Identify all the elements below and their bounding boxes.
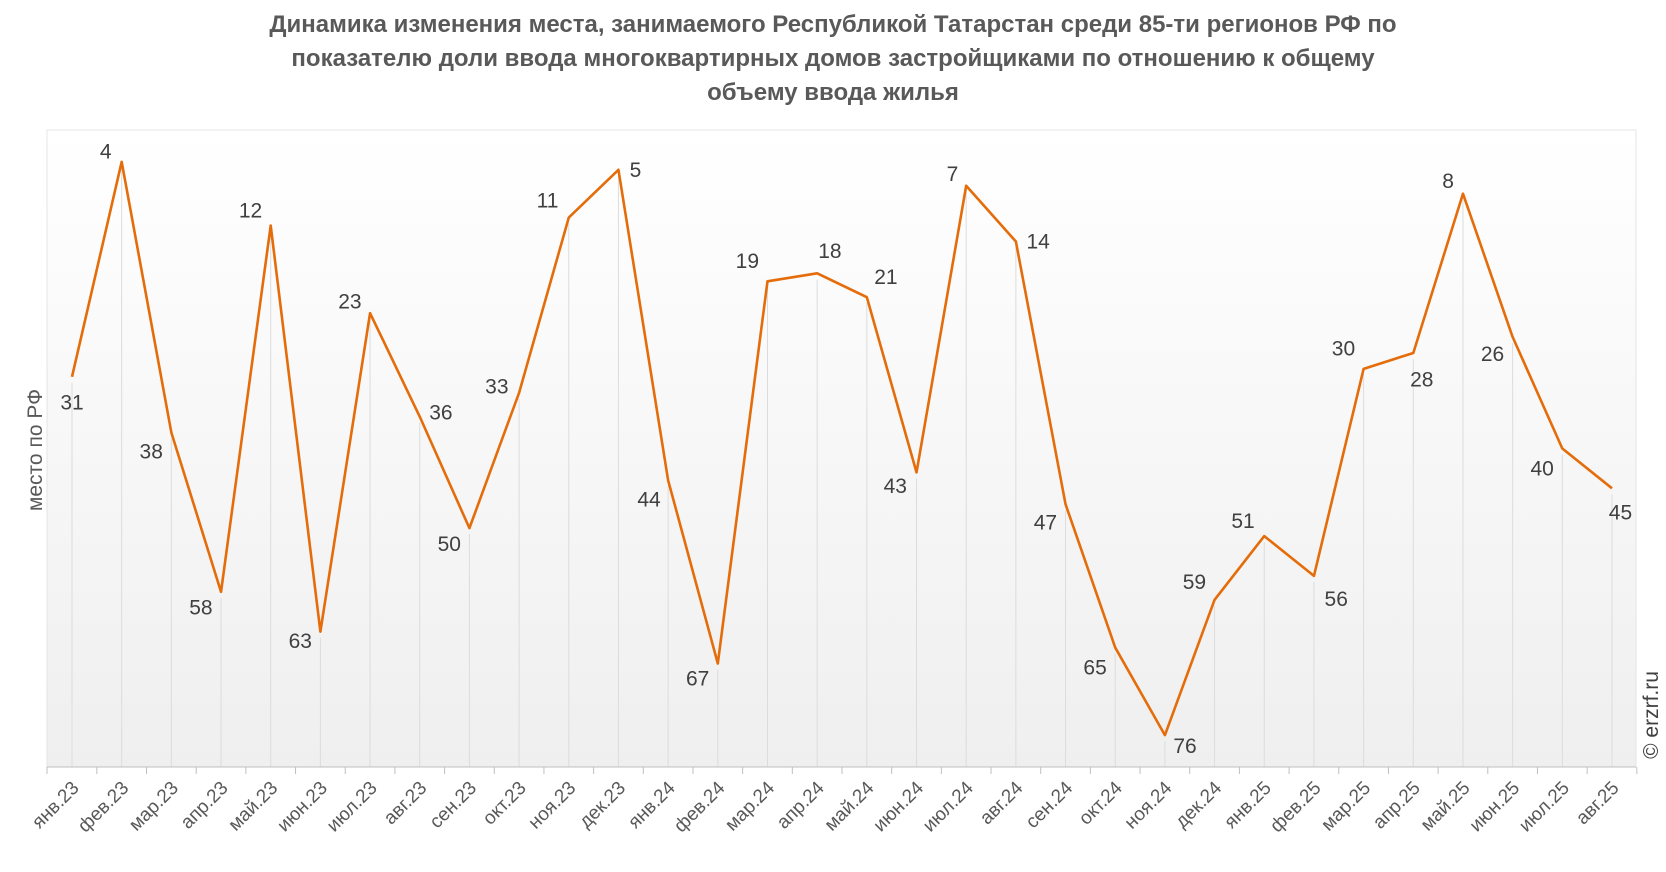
- x-tick-label: июн.25: [1466, 778, 1525, 837]
- x-tick-label: дек.24: [1171, 777, 1226, 832]
- data-label: 21: [874, 266, 897, 289]
- data-label: 56: [1325, 588, 1348, 611]
- data-label: 47: [1034, 511, 1057, 534]
- x-tick-label: окт.24: [1075, 777, 1127, 829]
- x-tick-label: июл.25: [1515, 778, 1574, 837]
- data-label: 40: [1531, 458, 1554, 481]
- x-tick-label: апр.23: [177, 778, 233, 834]
- data-label: 4: [100, 140, 112, 163]
- data-label: 44: [637, 488, 661, 511]
- data-label: 63: [289, 630, 312, 653]
- chart-title-line-2: показателю доли ввода многоквартирных до…: [291, 45, 1375, 72]
- x-tick-label: авг.23: [380, 778, 431, 829]
- x-tick-label: апр.25: [1369, 778, 1425, 834]
- chart-title-line-1: Динамика изменения места, занимаемого Ре…: [269, 11, 1397, 38]
- x-tick-label: мар.23: [125, 778, 183, 836]
- data-label: 31: [60, 391, 83, 414]
- x-tick-label: ноя.24: [1121, 777, 1177, 833]
- watermark: © erzrf.ru: [1640, 671, 1663, 759]
- data-label: 14: [1026, 230, 1050, 253]
- x-tick-label: фев.24: [670, 777, 729, 836]
- data-label: 11: [537, 190, 559, 213]
- x-tick-label: янв.25: [1220, 778, 1275, 833]
- x-tick-label: май.25: [1417, 778, 1475, 836]
- x-tick-label: июн.23: [273, 778, 332, 837]
- data-label: 67: [686, 667, 709, 690]
- x-tick-label: фев.23: [74, 778, 133, 837]
- plot-area: [46, 129, 1637, 768]
- data-label: 76: [1173, 735, 1196, 758]
- y-axis-label: место по РФ: [24, 389, 47, 511]
- data-label: 43: [884, 475, 907, 498]
- x-tick-label: сен.24: [1022, 777, 1077, 832]
- x-tick-label: июл.23: [323, 778, 382, 837]
- x-tick-label: фев.25: [1266, 778, 1325, 837]
- x-tick-label: мар.25: [1317, 778, 1375, 836]
- data-label: 7: [947, 163, 959, 186]
- data-label: 5: [630, 159, 642, 182]
- data-label: 58: [189, 597, 212, 620]
- data-label: 59: [1183, 571, 1206, 594]
- data-label: 38: [140, 441, 163, 464]
- x-tick-label: июн.24: [870, 777, 929, 836]
- series-line: [70, 160, 1613, 737]
- x-tick-label: мар.24: [721, 777, 779, 835]
- data-label: 33: [485, 375, 508, 398]
- x-tick-label: июл.24: [919, 777, 978, 836]
- x-tick-label: сен.23: [426, 778, 481, 833]
- data-label: 28: [1410, 368, 1433, 391]
- x-tick-label: май.24: [821, 777, 879, 835]
- data-label: 19: [736, 250, 759, 273]
- data-label: 26: [1481, 343, 1504, 366]
- data-label: 50: [438, 533, 461, 556]
- data-label: 45: [1609, 502, 1632, 525]
- data-label: 8: [1442, 170, 1454, 193]
- chart-title: Динамика изменения места, занимаемого Ре…: [0, 8, 1666, 110]
- x-tick-label: дек.23: [575, 778, 630, 833]
- x-tick-label: апр.24: [773, 777, 829, 833]
- data-label: 18: [818, 240, 841, 263]
- x-tick-label: май.23: [225, 778, 283, 836]
- data-label: 23: [338, 290, 361, 313]
- data-label: 36: [429, 401, 452, 424]
- data-label: 65: [1083, 657, 1106, 680]
- x-tick-label: янв.23: [28, 778, 83, 833]
- x-tick-label: авг.24: [976, 777, 1028, 829]
- x-tick-label: окт.23: [479, 778, 531, 830]
- data-label: 51: [1231, 510, 1254, 533]
- data-label: 30: [1332, 338, 1355, 361]
- data-label: 12: [239, 200, 262, 223]
- chart-title-line-3: объему ввода жилья: [707, 79, 959, 106]
- x-tick-label: авг.25: [1572, 778, 1623, 829]
- x-tick-label: ноя.23: [525, 778, 581, 834]
